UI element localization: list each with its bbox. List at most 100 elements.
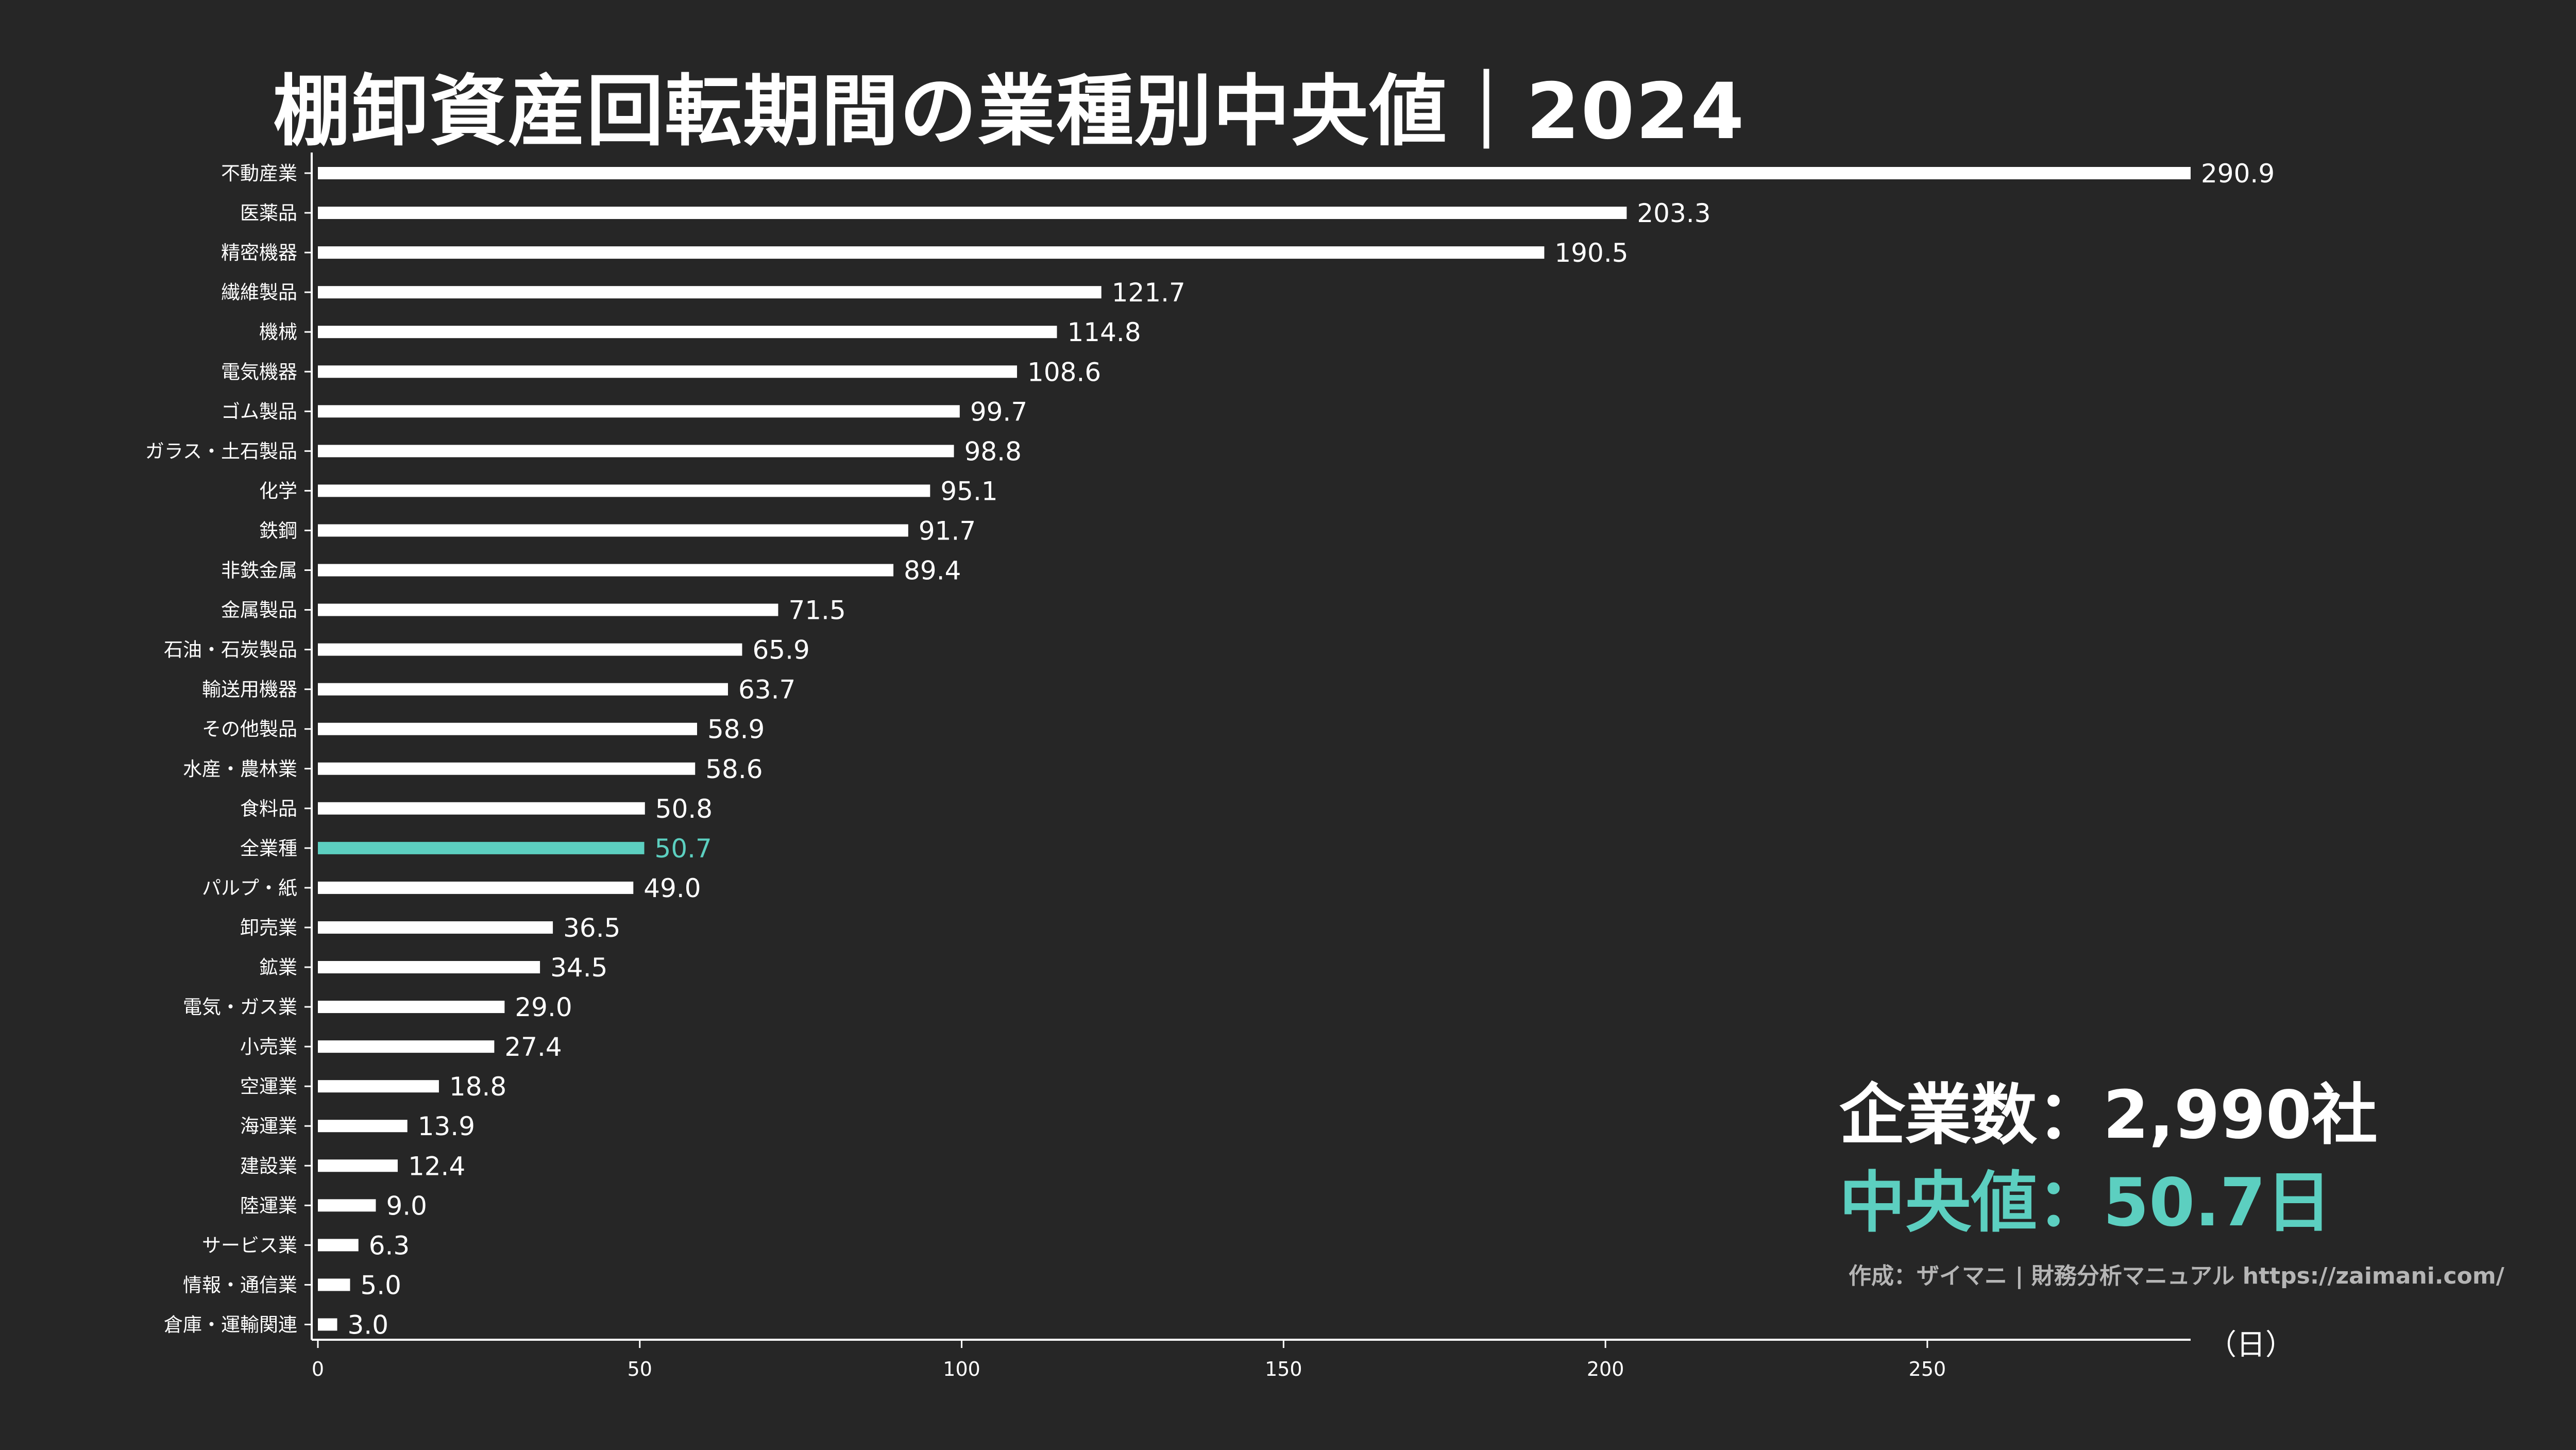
bar [318,683,728,696]
x-tick-label: 0 [312,1358,324,1380]
category-label: 電気・ガス業 [183,996,297,1018]
bar [318,841,645,854]
credit-text: 作成：ザイマニ | 財務分析マニュアル https://zaimani.com/ [1849,1263,2504,1289]
value-label: 50.8 [655,794,713,824]
category-label: 鉄鋼 [259,519,297,542]
company-count-value: 2,990社 [2103,1077,2378,1154]
value-label: 3.0 [347,1310,388,1340]
bar [318,207,1627,220]
category-label: 陸運業 [240,1194,297,1217]
bar [318,1239,359,1252]
bar [318,286,1101,299]
category-label: ゴム製品 [221,400,297,423]
value-label: 121.7 [1112,278,1185,308]
value-label: 58.9 [707,715,765,745]
x-tick-label: 250 [1909,1358,1946,1380]
bar [318,1040,495,1053]
value-label: 203.3 [1637,198,1710,228]
value-label: 58.6 [705,754,762,784]
category-label: その他製品 [202,718,297,740]
bar [318,1001,505,1014]
bar [318,603,778,616]
category-label: 倉庫・運輸関連 [164,1313,297,1336]
category-label: 繊維製品 [221,281,297,304]
value-label: 27.4 [504,1032,562,1062]
company-count: 企業数：2,990社 [1839,1072,2378,1159]
bar [318,1120,408,1133]
bar [318,1199,376,1212]
value-label: 98.8 [964,436,1022,466]
value-label: 89.4 [904,556,961,586]
bar [318,405,960,418]
category-label: 石油・石炭製品 [164,639,297,661]
x-tick-label: 150 [1265,1358,1302,1380]
category-label: サービス業 [202,1234,297,1256]
median-label: 中央値： [1839,1165,2104,1241]
bar [318,365,1018,378]
value-label: 5.0 [360,1270,401,1300]
bar [318,326,1057,339]
value-label: 190.5 [1554,238,1628,268]
value-label: 71.5 [788,596,845,626]
value-label: 9.0 [386,1191,427,1221]
category-label: パルプ・紙 [202,877,297,899]
value-label: 99.7 [970,397,1027,427]
category-label: 建設業 [240,1155,297,1177]
value-label: 65.9 [752,635,809,665]
category-label: 医薬品 [240,202,297,224]
company-count-label: 企業数： [1839,1077,2104,1154]
median-summary: 中央値：50.7日 [1839,1159,2378,1247]
bar [318,1159,398,1172]
value-label: 91.7 [919,516,976,546]
category-label: 化学 [259,480,297,502]
bar [318,643,742,656]
category-label: ガラス・土石製品 [145,440,297,462]
bar [318,484,930,497]
bar [318,246,1545,259]
category-label: 情報・通信業 [183,1274,297,1296]
x-tick-label: 100 [943,1358,980,1380]
bar [318,524,908,537]
bar [318,802,645,815]
value-label: 36.5 [563,913,620,943]
x-tick-label: 50 [628,1358,652,1380]
bar [318,921,553,934]
category-label: 小売業 [240,1036,297,1058]
category-label: 鉱業 [259,956,297,979]
category-label: 電気機器 [221,361,297,383]
category-label: 機械 [259,321,297,343]
category-label: 卸売業 [240,917,297,939]
value-label: 290.9 [2201,159,2275,189]
value-label: 114.8 [1067,317,1141,347]
bar [318,961,540,973]
bar [318,564,894,577]
stats-panel: 企業数：2,990社 中央値：50.7日 [1839,1072,2378,1247]
value-label: 108.6 [1027,357,1101,387]
bar [318,1080,439,1093]
bar [318,167,2191,179]
category-label: 海運業 [240,1115,297,1137]
value-label: 13.9 [418,1111,475,1141]
value-label: 6.3 [369,1230,410,1260]
median-value: 50.7日 [2103,1165,2332,1241]
value-label: 34.5 [550,953,607,983]
category-label: 金属製品 [221,599,297,621]
value-label: 63.7 [738,675,795,705]
category-label: 非鉄金属 [221,560,297,582]
bar [318,1318,337,1331]
value-label: 29.0 [515,992,572,1022]
bar [318,762,696,775]
category-label: 不動産業 [221,162,297,184]
category-label: 食料品 [240,798,297,820]
bar [318,445,954,458]
value-label: 12.4 [408,1151,465,1181]
category-label: 輸送用機器 [202,679,297,701]
value-label: 95.1 [940,476,997,506]
bar [318,881,634,894]
category-label: 水産・農林業 [183,758,297,780]
chart-title: 棚卸資産回転期間の業種別中央値｜2024 [273,67,1745,157]
bar [318,1278,350,1291]
x-axis-unit-label: （日） [2208,1328,2294,1362]
value-label: 18.8 [449,1072,506,1102]
